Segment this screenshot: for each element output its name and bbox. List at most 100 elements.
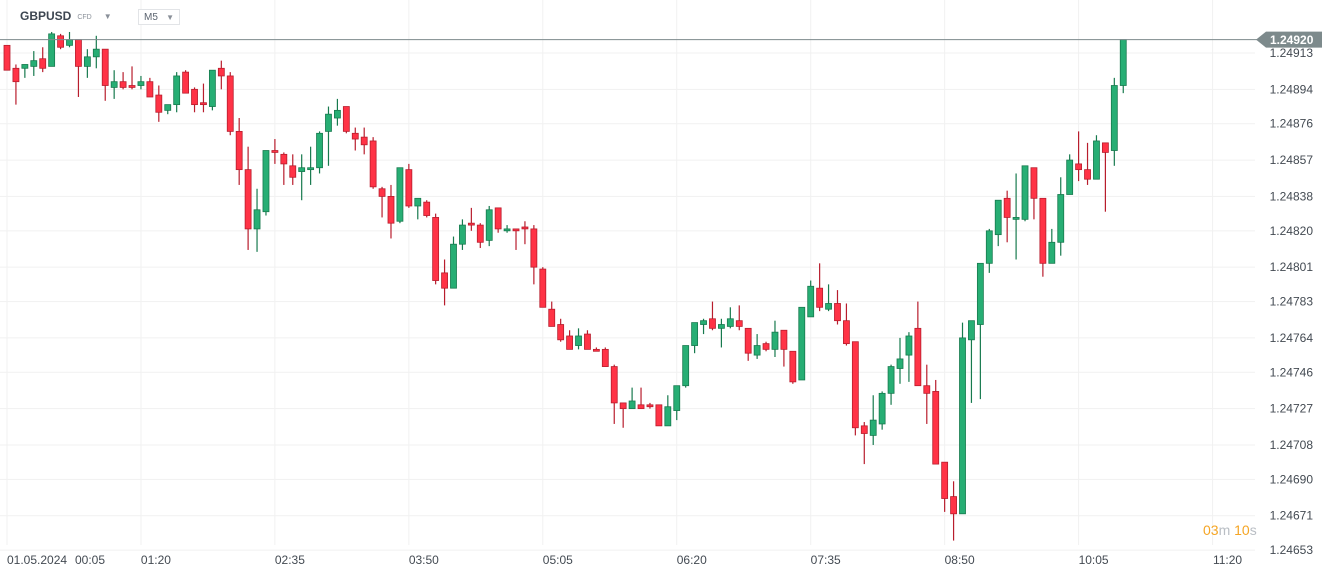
y-tick-label: 1.24727 [1270,402,1314,416]
candle-down [932,379,940,465]
candle-down [1101,142,1109,212]
candle-body [307,167,315,171]
candle-down [1003,190,1011,243]
symbol-name: GBPUSD [20,9,72,23]
candle-body [432,217,440,281]
candle-body [1084,169,1091,180]
candle-body [334,109,341,119]
y-tick-label: 1.24820 [1270,224,1314,238]
price-axis[interactable]: 1.24913 1.24894 1.24876 1.24857 1.24838 1.248… [1270,46,1314,557]
candle-up [985,228,993,273]
candle-down [762,341,770,352]
x-tick-label: 00:05 [75,553,105,567]
candle-body [548,308,556,327]
candle-body [155,94,163,113]
candle-body [191,88,198,106]
candle-down [217,60,225,90]
candle-body [592,348,600,352]
candle-up [718,318,725,348]
candle-body [985,230,993,264]
candle-up [726,307,734,329]
candle-body [485,209,493,241]
candle-body [798,306,806,381]
candle-body [298,167,306,172]
x-tick-label: 01:20 [141,553,171,567]
candle-up [396,167,404,224]
candle-body [66,39,73,46]
candle-body [575,335,582,346]
candle-up [959,322,966,515]
candle-down [735,305,743,331]
candle-up [316,131,323,174]
candle-up [30,51,38,76]
candle-down [405,163,413,208]
candle-down [3,44,11,71]
candle-down [816,263,824,312]
timeframe-select[interactable]: M5 ▼ [138,9,180,25]
instrument-selector[interactable]: GBPUSD CFD ▼ [20,9,112,23]
candle-body [691,322,699,346]
candle-up [48,31,56,67]
candle-down [191,87,198,113]
candle-body [771,331,779,350]
candle-body [217,67,225,77]
x-tick-label: 03:50 [409,553,439,567]
time-axis[interactable]: 01.05.2024 00:05 01:20 02:35 03:50 05:05 06:2… [7,553,1242,567]
chevron-down-icon[interactable]: ▼ [103,11,112,21]
candle-up [807,280,815,318]
candle-down [584,330,591,350]
candle-up [878,391,886,430]
candle-down [521,221,529,245]
candle-up [682,345,690,388]
candle-up [503,225,511,233]
candle-down [75,39,82,97]
candle-down [271,139,279,164]
candle-up [92,35,100,69]
candle-body [57,35,64,48]
candle-down [601,347,609,367]
candle-countdown: 03m 10s [1203,522,1257,538]
candle-down [12,64,20,105]
candle-body [173,75,181,106]
candle-body [262,150,270,213]
candle-body [1093,140,1100,180]
candle-body [280,153,288,165]
candle-up [771,320,779,358]
candle-body [512,228,520,232]
current-price-label: 1.24920 [1270,33,1314,47]
candle-up [1048,228,1056,264]
candle-body [825,303,832,310]
candle-body [164,104,172,111]
candle-body [316,132,323,169]
y-tick-label: 1.24894 [1270,82,1314,96]
candle-body [905,335,913,356]
x-tick-label: 08:50 [945,553,975,567]
y-tick-label: 1.24876 [1270,117,1314,131]
candle-body [628,400,636,410]
candle-body [851,341,859,429]
candle-body [718,324,725,329]
candle-down [557,318,565,342]
candle-body [226,75,234,132]
candle-up [450,236,457,289]
x-tick-label: 05:05 [543,553,573,567]
candle-up [905,332,913,382]
candle-down [369,137,377,189]
timeframe-value: M5 [144,11,158,23]
candle-body [878,392,886,425]
candle-body [664,406,672,427]
candle-down [1084,142,1091,185]
candle-body [39,58,47,69]
candle-body [396,167,404,222]
candle-body [235,130,243,171]
candle-body [387,196,395,224]
candle-down [182,70,190,94]
candle-down [280,152,288,185]
candle-body [530,228,538,268]
candle-down [378,186,386,218]
candle-up [575,328,582,350]
candle-up [628,387,636,410]
candle-body [869,419,877,436]
candle-up [976,262,984,400]
